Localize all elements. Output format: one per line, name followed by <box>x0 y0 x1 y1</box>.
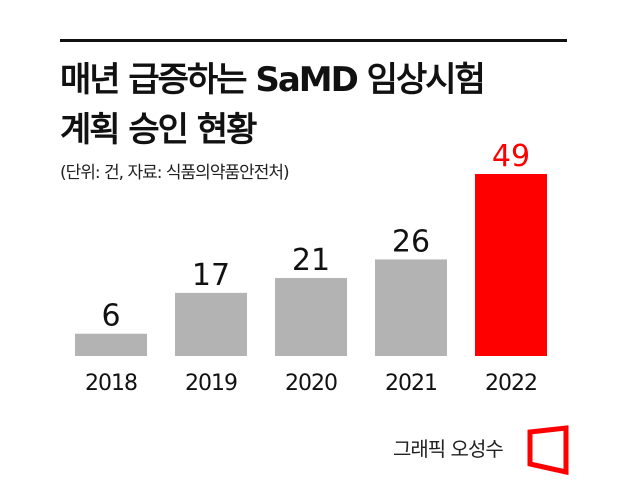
value-label-2018: 6 <box>101 299 120 334</box>
bar-2022 <box>475 174 547 356</box>
x-tick-label: 2019 <box>185 371 237 396</box>
value-label-2021: 26 <box>392 224 430 259</box>
logo-icon <box>527 425 569 475</box>
credit-text: 그래픽 오성수 <box>393 437 504 461</box>
bar-2021 <box>375 259 447 356</box>
value-label-2019: 17 <box>192 258 230 293</box>
x-tick-label: 2018 <box>85 371 137 396</box>
chart-title-line-2: 계획 승인 현황 <box>60 110 257 150</box>
bar-2019 <box>175 292 247 356</box>
x-tick-label: 2022 <box>485 371 537 396</box>
top-rule <box>60 39 567 42</box>
bar-2020 <box>275 278 347 356</box>
x-tick-label: 2020 <box>285 371 337 396</box>
chart-title-line-1: 매년 급증하는 SaMD 임상시험 <box>60 60 486 100</box>
value-label-2020: 21 <box>292 243 330 278</box>
bar-2018 <box>75 333 147 356</box>
value-label-2022: 49 <box>492 139 530 174</box>
x-tick-label: 2021 <box>385 371 437 396</box>
chart-subtitle: (단위: 건, 자료: 식품의약품안전처) <box>60 163 290 183</box>
